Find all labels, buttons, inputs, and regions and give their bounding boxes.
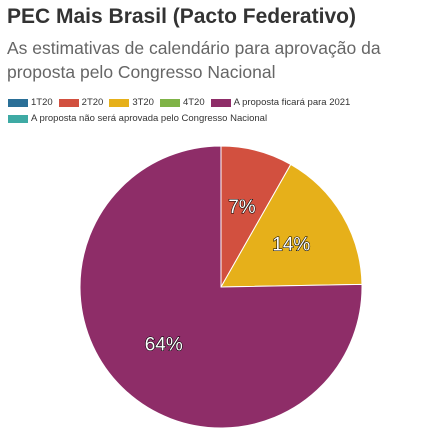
legend-swatch [58,99,79,107]
slice-data-label: 14% [272,234,310,255]
legend-swatch [8,99,28,107]
legend-label: 4T20 [182,97,205,108]
legend-item[interactable]: 2T20 [58,96,104,110]
chart-title: PEC Mais Brasil (Pacto Federativo) [7,5,356,28]
legend-label: 2T20 [81,97,104,108]
legend-item[interactable]: 1T20 [8,96,53,110]
legend-swatch [210,99,231,107]
pie-slice[interactable] [79,145,363,429]
legend-swatch [109,99,130,107]
slice-data-label: 7% [228,197,256,218]
legend-swatch [159,99,180,107]
legend-item[interactable]: A proposta ficará para 2021 [210,96,351,110]
legend-swatch [8,115,28,123]
slice-data-label: 64% [145,334,183,355]
legend-item[interactable]: 4T20 [159,96,205,110]
legend-item[interactable]: A proposta não será aprovada pelo Congre… [8,112,267,126]
pie-slice[interactable] [220,163,363,288]
legend-label: 1T20 [31,97,53,108]
legend-item[interactable]: 3T20 [109,96,154,110]
legend-label: 3T20 [132,97,154,108]
legend-label: A proposta não será aprovada pelo Congre… [31,113,268,124]
chart-subtitle: As estimativas de calendário para aprova… [7,38,381,82]
chart-legend: 1T20 2T20 3T20 4T20 A proposta ficará para 2… [8,96,428,128]
legend-label: A proposta ficará para 2021 [233,97,351,108]
